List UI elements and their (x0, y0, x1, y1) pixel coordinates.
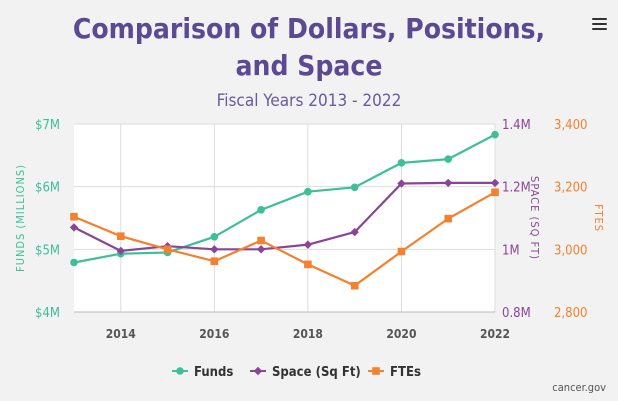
funds-tick-label: $7M (35, 118, 60, 133)
series-line-space (73, 181, 495, 252)
data-point-space (397, 179, 406, 188)
data-point-ftes (70, 212, 78, 221)
series-ftes (70, 188, 499, 290)
menu-bar (592, 23, 607, 26)
data-point-funds (444, 155, 453, 163)
ftes-tick-label: 3,000 (554, 243, 587, 258)
data-point-space (490, 178, 500, 188)
legend-marker-space (253, 366, 263, 376)
data-point-ftes (257, 236, 265, 245)
funds-axis-title: FUNDS (MILLIONS) (14, 164, 27, 272)
legend-item-funds[interactable]: Funds (172, 365, 233, 380)
data-point-funds (491, 130, 499, 139)
menu-bar (592, 18, 607, 21)
source-credit: cancer.gov (552, 381, 606, 394)
data-point-space (303, 240, 313, 249)
data-point-space (69, 223, 79, 232)
legend: Funds Space (Sq Ft) FTEs (172, 365, 421, 380)
space-tick-label: 0.8M (502, 306, 531, 321)
funds-tick-label: $6M (35, 181, 60, 196)
axes: 2014 2016 2018 2020 2022 $4M $5M $6M $7M FUNDS (M… (14, 118, 605, 341)
chart-subtitle: Fiscal Years 2013 - 2022 (217, 91, 402, 111)
data-point-funds (350, 183, 359, 192)
data-point-ftes (163, 245, 172, 254)
series-layer (69, 130, 500, 290)
chart-title-line-1: Comparison of Dollars, Positions, (73, 12, 545, 45)
series-line-funds (73, 133, 496, 264)
data-point-funds (304, 187, 312, 196)
space-tick-label: 1M (502, 243, 520, 258)
data-point-ftes (116, 232, 125, 240)
space-tick-label: 1.2M (502, 181, 531, 196)
plot-background (74, 124, 495, 312)
data-point-ftes (397, 247, 406, 256)
legend-marker-ftes (372, 367, 380, 375)
hamburger-menu-icon[interactable] (586, 12, 612, 36)
x-tick-label: 2016 (199, 327, 229, 341)
x-tick-label: 2022 (480, 327, 510, 341)
series-line-ftes (73, 191, 496, 287)
funds-tick-label: $4M (35, 306, 60, 321)
funds-tick-label: $5M (35, 243, 60, 258)
data-point-ftes (350, 281, 359, 290)
data-point-space (256, 245, 266, 254)
legend-label-funds: Funds (194, 365, 233, 380)
legend-marker-funds (176, 367, 184, 375)
chart-title-line-2: and Space (236, 49, 383, 82)
data-point-ftes (444, 214, 453, 223)
data-point-space (116, 246, 125, 256)
ftes-tick-label: 2,800 (554, 306, 587, 321)
ftes-tick-label: 3,200 (554, 181, 587, 196)
plot-area (74, 124, 495, 312)
data-point-ftes (491, 188, 499, 197)
space-tick-label: 1.4M (502, 118, 531, 133)
data-point-space (444, 178, 453, 188)
data-point-funds (257, 206, 265, 214)
legend-item-ftes[interactable]: FTEs (368, 365, 421, 380)
space-axis-title: SPACE (SQ FT) (528, 176, 541, 260)
data-point-ftes (210, 257, 219, 266)
x-tick-label: 2014 (106, 327, 137, 341)
menu-bar (592, 28, 607, 31)
data-point-space (210, 245, 219, 254)
data-point-funds (70, 258, 78, 267)
x-tick-label: 2020 (386, 327, 416, 341)
data-point-funds (210, 233, 219, 241)
ftes-tick-label: 3,400 (554, 118, 587, 133)
legend-label-ftes: FTEs (390, 365, 421, 380)
data-point-ftes (304, 260, 312, 269)
x-tick-label: 2018 (293, 327, 323, 341)
ftes-axis-title: FTES (592, 204, 605, 232)
data-point-space (350, 227, 359, 237)
legend-label-space: Space (Sq Ft) (272, 365, 361, 380)
legend-item-space[interactable]: Space (Sq Ft) (250, 365, 361, 380)
data-point-funds (397, 159, 406, 167)
